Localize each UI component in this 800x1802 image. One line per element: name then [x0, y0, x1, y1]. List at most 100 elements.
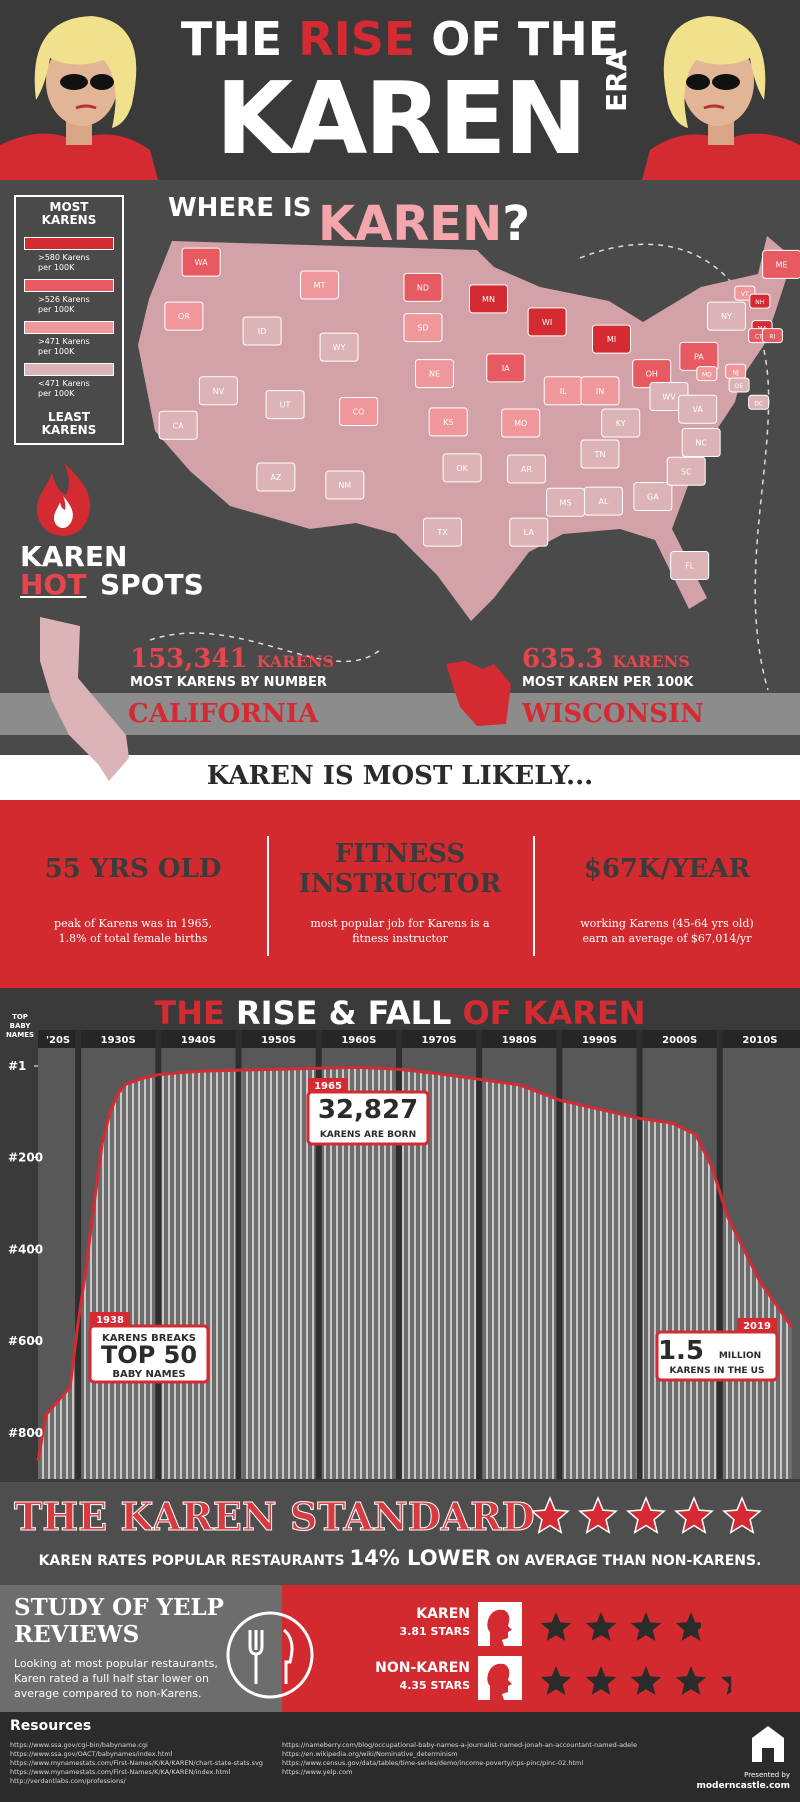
sunglasses — [60, 74, 88, 90]
legend-items: >580 Karens per 100K >526 Karens per 100K… — [16, 237, 122, 399]
state-label: UT — [280, 401, 291, 410]
state-label: KY — [616, 419, 626, 428]
state-tile — [749, 293, 771, 309]
stat-caption: MOST KAREN PER 100K — [522, 675, 694, 690]
state-label: RI — [769, 334, 775, 341]
state-label: KS — [443, 418, 453, 427]
state-tiles: WA OR CA NV ID MT WY UT AZ CO NM ND SD NE KS OK TX MN IA MO… — [158, 247, 800, 581]
state-label: ME — [776, 260, 788, 269]
state-label: ID — [258, 327, 267, 336]
decade-separator — [75, 1030, 82, 1479]
standard-pct: 14% LOWER — [349, 1546, 492, 1570]
yelp-title: STUDY OF YELP REVIEWS — [14, 1594, 224, 1648]
state-label: MI — [607, 335, 616, 344]
rating-name: NON-KAREN — [375, 1660, 470, 1676]
fact-text: peak of Karens was in 1965, 1.8% of tota… — [54, 917, 212, 945]
state-label: DC — [754, 400, 763, 407]
y-axis-label: TOP BABY NAMES — [5, 1013, 35, 1039]
x-tick-label: 1970S — [422, 1035, 457, 1046]
x-tick-label: 1980S — [502, 1035, 537, 1046]
flame-icon — [37, 462, 91, 536]
star — [720, 1676, 732, 1695]
title-line: THE RISE OF THE — [0, 12, 800, 66]
state-label: NC — [695, 439, 707, 448]
state-label: IN — [596, 387, 604, 396]
yelp-left-bg — [0, 1585, 282, 1712]
state-tile — [469, 284, 509, 314]
state-tile — [256, 462, 296, 492]
area — [38, 1067, 792, 1479]
state-tile — [728, 377, 750, 393]
annotation-text: MILLION — [719, 1351, 761, 1361]
rank-chart: '20S 1930S 1940S 1950S 1960S 1970S 1980S 1990S 2… — [8, 1030, 800, 1479]
karen-icon — [487, 1609, 512, 1646]
state-tile — [501, 408, 541, 438]
star-icon — [674, 1496, 714, 1534]
resource-link: https://www.mynamestats.com/First-Names/… — [10, 1768, 231, 1776]
x-tick-label: 1950S — [261, 1035, 296, 1046]
resource-link: https://en.wikipedia.org/wiki/Nominative… — [282, 1750, 458, 1758]
state-label: SD — [417, 324, 428, 333]
annotation-box — [306, 1090, 430, 1146]
legend-swatch — [24, 237, 114, 250]
x-tick-label: 2010S — [742, 1035, 777, 1046]
decade-separator — [235, 1030, 242, 1479]
state-tile — [242, 316, 282, 346]
rating-stars — [540, 1612, 732, 1695]
state-label: MS — [560, 498, 572, 507]
mouth — [75, 104, 97, 110]
resource-link: https://www.mynamestats.com/First-Names/… — [10, 1759, 263, 1767]
state-tile — [164, 301, 204, 331]
state-tile — [325, 470, 365, 500]
title-word: THE — [180, 12, 283, 66]
star-icon — [626, 1496, 666, 1534]
star — [630, 1666, 662, 1695]
stat-unit: KARENS — [612, 652, 690, 671]
state-tile — [761, 328, 783, 344]
stat-caption: MOST KARENS BY NUMBER — [130, 675, 327, 690]
state-label: NH — [755, 299, 764, 306]
decade-separator — [476, 1030, 483, 1479]
state-label: WA — [195, 258, 208, 267]
state-label: DE — [735, 383, 744, 390]
annotation-text: BABY NAMES — [112, 1369, 185, 1380]
presented-by: Presented by — [744, 1771, 790, 1779]
state-label: FL — [685, 562, 695, 571]
star-icon — [530, 1496, 570, 1534]
state-tile — [181, 247, 221, 277]
hotspots-label: SPOTS — [100, 568, 204, 601]
y-tick-label: #200 — [8, 1150, 43, 1164]
sunglasses — [90, 74, 114, 90]
fact-text: working Karens (45-64 yrs old) earn an a… — [580, 917, 754, 945]
state-tile — [580, 439, 620, 469]
fact-headline: 55 YRS OLD — [44, 854, 222, 884]
state-tile — [506, 454, 546, 484]
state-label: SC — [681, 467, 692, 476]
state-label: MN — [482, 295, 495, 304]
state-band — [0, 693, 800, 735]
state-tile — [591, 324, 631, 354]
fact-headline: FITNESS INSTRUCTOR — [298, 839, 502, 899]
hair — [34, 16, 137, 128]
state-tile — [486, 353, 526, 383]
y-tick-label: #600 — [8, 1334, 43, 1348]
x-tick-label: 1930S — [101, 1035, 136, 1046]
california-shape — [40, 617, 129, 781]
standard-text-part: KAREN RATES POPULAR RESTAURANTS — [38, 1553, 345, 1569]
legend-label: >471 Karens per 100K — [38, 337, 90, 356]
state-label: NY — [721, 312, 732, 321]
state-tile — [666, 456, 706, 486]
x-tick-label: '20S — [46, 1035, 70, 1046]
likely-bg — [0, 755, 800, 800]
legend-label: >580 Karens per 100K — [38, 253, 90, 272]
x-tick-label: 2000S — [662, 1035, 697, 1046]
state-name: CALIFORNIA — [128, 699, 319, 729]
state-tile — [265, 390, 305, 420]
chart-title-word: RISE & FALL — [236, 994, 452, 1032]
brand: moderncastle.com — [696, 1781, 790, 1791]
logo-icon — [752, 1726, 784, 1762]
state-tile — [678, 394, 718, 424]
state-tile — [762, 249, 800, 279]
non-karen-icon — [487, 1663, 512, 1700]
